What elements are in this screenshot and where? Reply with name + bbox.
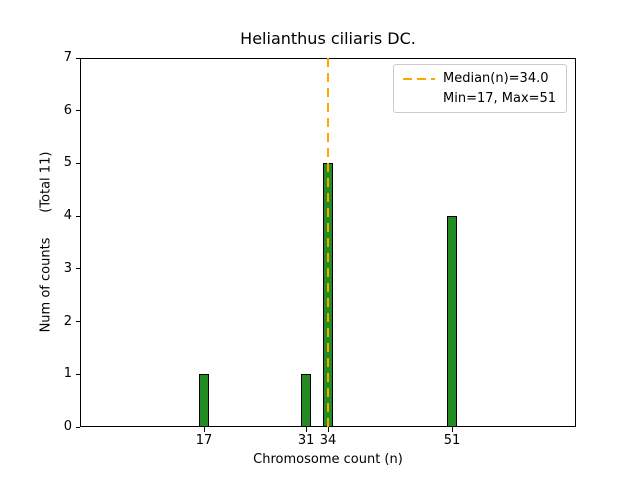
median-line-sample-icon [403,77,435,80]
y-tick-mark [76,373,80,375]
y-tick-label: 3 [63,260,72,276]
y-tick-label: 6 [63,102,72,118]
legend-median-label: Median(n)=34.0 [443,71,549,86]
y-tick-mark [76,162,80,164]
bar [447,216,457,427]
y-tick-mark [76,57,80,59]
chart-title: Helianthus ciliaris DC. [240,29,416,48]
y-tick-mark [76,215,80,217]
x-tick-mark [203,427,205,432]
y-tick-mark [76,268,80,270]
y-tick-mark [76,110,80,112]
x-axis-label: Chromosome count (n) [253,452,403,467]
y-tick-label: 0 [63,419,72,434]
y-tick-label: 4 [63,208,72,224]
y-tick-label: 7 [63,50,72,65]
legend-entry-minmax: Min=17, Max=51 [403,91,557,106]
legend: Median(n)=34.0 Min=17, Max=51 [393,64,567,113]
y-tick-label: 1 [63,366,72,382]
bar [199,374,209,427]
x-tick-label: 17 [195,433,213,448]
y-tick-label: 2 [63,313,72,329]
median-line [327,58,329,427]
legend-blank-handle [403,98,435,100]
x-tick-label: 34 [319,433,337,448]
legend-minmax-label: Min=17, Max=51 [443,91,557,106]
legend-entry-median: Median(n)=34.0 [403,71,557,86]
bar [301,374,312,427]
x-tick-mark [327,427,329,432]
x-tick-mark [451,427,453,432]
x-tick-label: 31 [297,433,315,448]
y-tick-label: 5 [63,155,72,171]
x-tick-label: 51 [443,433,461,448]
x-tick-mark [305,427,307,432]
y-axis-label: Num of counts (Total 11) [38,151,54,333]
y-tick-mark [76,426,80,428]
y-tick-mark [76,321,80,323]
